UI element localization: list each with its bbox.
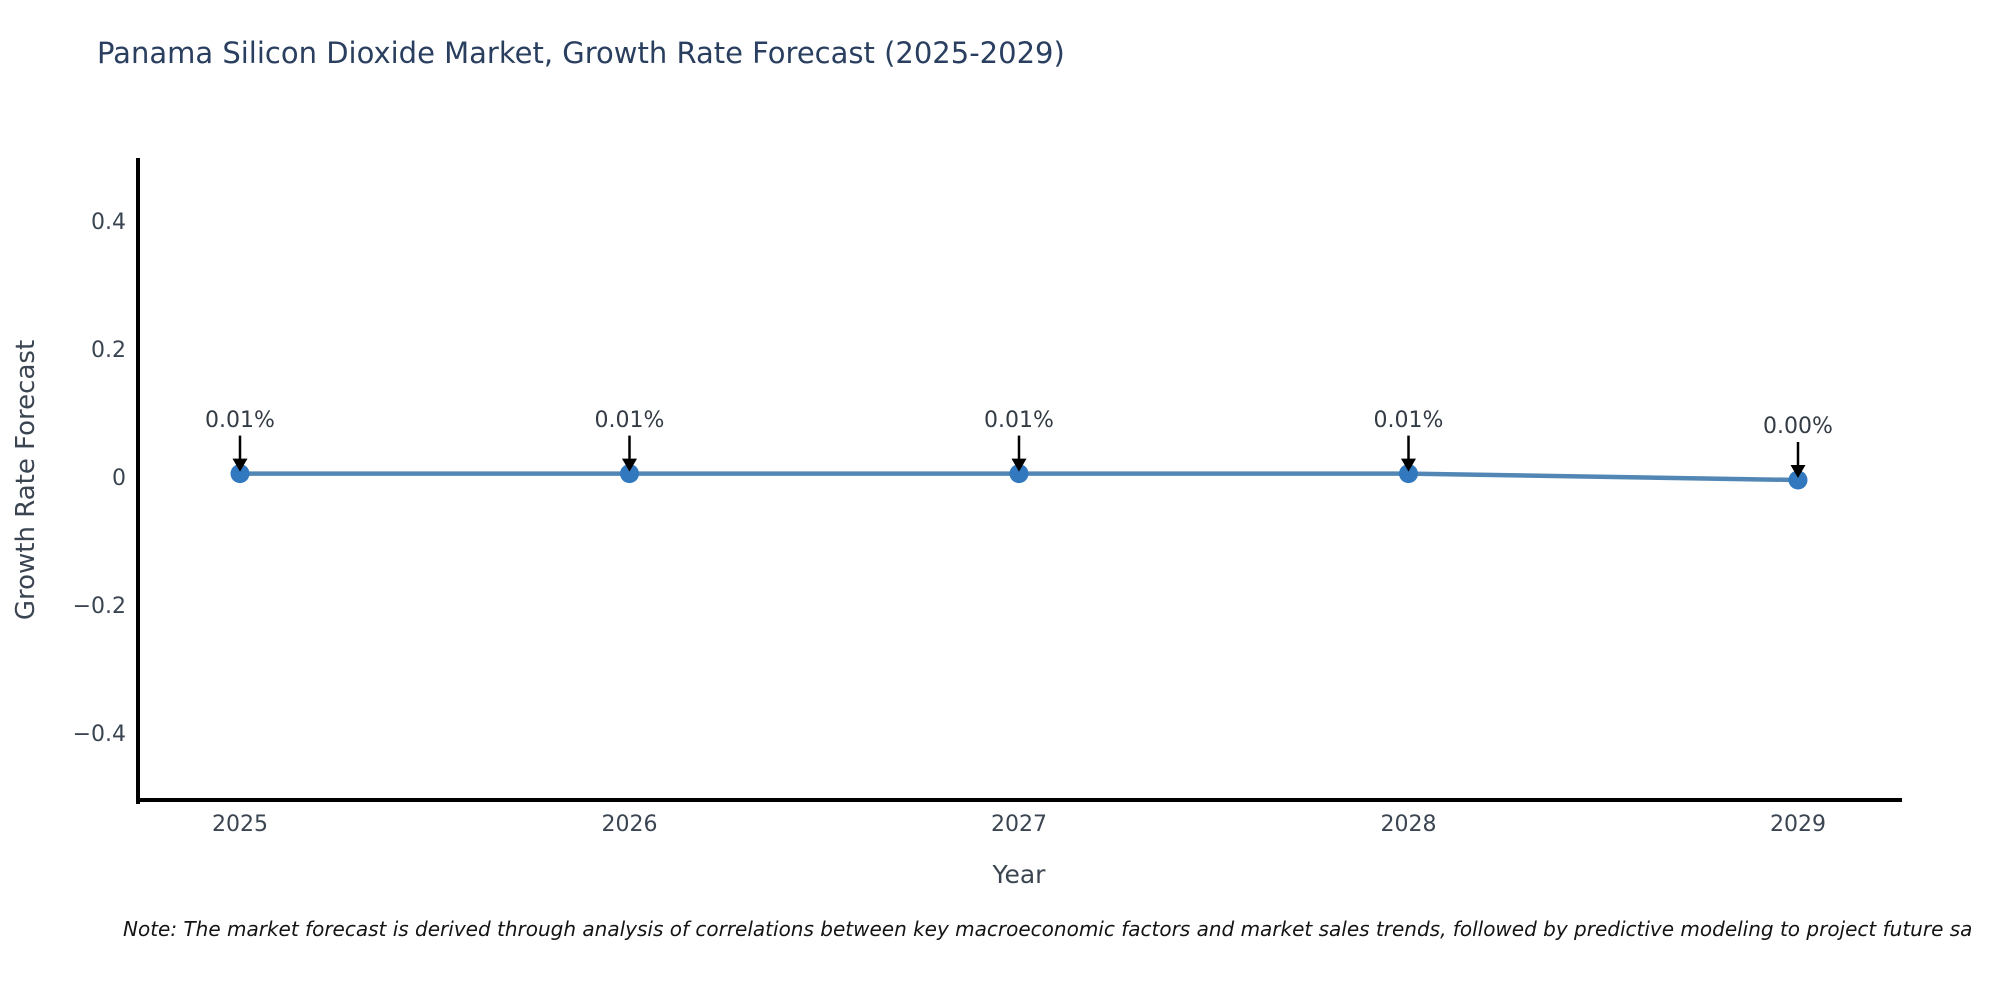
point-value-label: 0.01%	[594, 407, 665, 433]
x-tick-label: 2026	[601, 812, 658, 837]
y-tick-label: 0	[112, 466, 126, 491]
y-tick-label: 0.2	[91, 338, 126, 363]
chart-title: Panama Silicon Dioxide Market, Growth Ra…	[97, 36, 1065, 70]
point-value-label: 0.01%	[205, 407, 275, 433]
annotation-arrowhead	[1011, 458, 1027, 472]
x-axis-title: Year	[992, 860, 1046, 889]
x-axis-line	[136, 798, 1902, 802]
x-tick-label: 2027	[991, 812, 1047, 837]
annotation-arrowhead	[1790, 465, 1806, 478]
point-value-label: 0.01%	[984, 407, 1054, 433]
y-axis-line	[136, 158, 140, 804]
data-point-2025	[230, 464, 250, 484]
data-point-2026	[620, 464, 639, 484]
footnote: Note: The market forecast is derived thr…	[123, 917, 1973, 941]
y-tick-label: −0.2	[72, 594, 126, 619]
y-tick-label: −0.4	[72, 722, 126, 747]
data-point-2029	[1788, 470, 1808, 490]
x-tick-label: 2028	[1380, 812, 1437, 837]
point-value-label: 0.00%	[1763, 414, 1833, 439]
x-tick-label: 2025	[212, 812, 268, 837]
y-tick-label: 0.4	[91, 210, 126, 235]
annotation-arrowhead	[622, 458, 637, 472]
point-value-label: 0.01%	[1373, 407, 1444, 433]
y-axis-title: Growth Rate Forecast	[11, 339, 41, 621]
annotation-arrowhead	[1401, 458, 1416, 472]
annotation-arrowhead	[232, 458, 248, 472]
data-point-2027	[1009, 464, 1029, 484]
data-point-2028	[1399, 464, 1418, 484]
x-tick-label: 2029	[1770, 812, 1826, 837]
